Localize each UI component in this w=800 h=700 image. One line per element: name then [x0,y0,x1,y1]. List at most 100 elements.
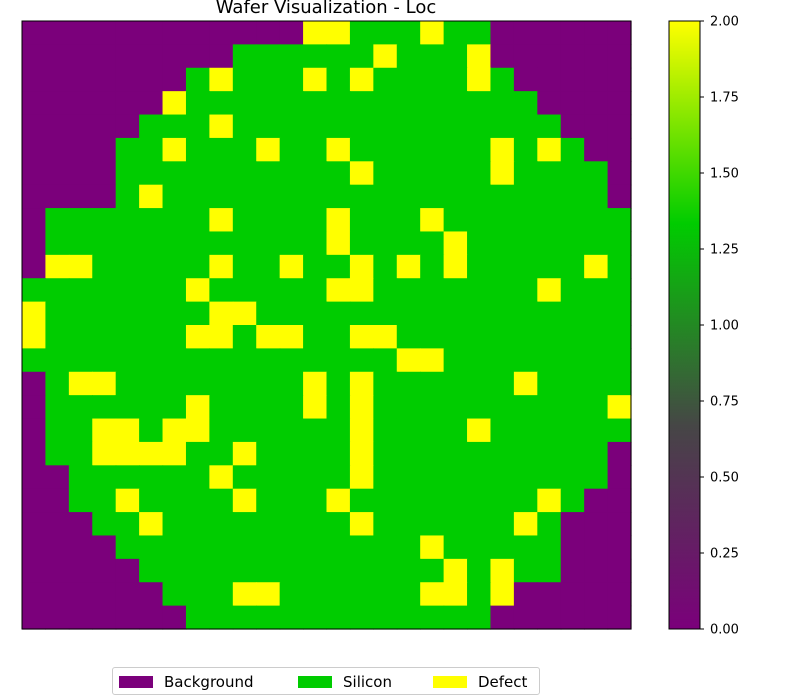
wafer-cell [185,67,210,92]
wafer-cell [607,488,632,513]
wafer-cell [513,418,538,443]
colorbar-tick-label: 1.25 [710,243,739,258]
wafer-cell [607,91,632,116]
wafer-cell [584,441,609,466]
wafer-cell [139,184,164,209]
wafer-cell [68,208,93,233]
wafer-cell [326,137,351,162]
wafer-cell [185,325,210,349]
wafer-cell [443,488,468,513]
wafer-cell [349,582,374,607]
wafer-cell [490,395,515,420]
wafer-cell [209,21,234,45]
wafer-cell [513,208,538,233]
wafer-cell [607,605,632,630]
wafer-cell [513,535,538,560]
wafer-cell [373,21,398,45]
wafer-cell [349,231,374,256]
wafer-cell [68,558,93,583]
wafer-cell [584,114,609,139]
wafer-cell [256,582,281,607]
wafer-cell [256,91,281,116]
wafer-cell [420,418,445,443]
wafer-cell [139,301,164,326]
wafer-cell [420,582,445,607]
wafer-cell [396,558,421,583]
wafer-cell [303,395,328,420]
wafer-cell [303,231,328,256]
wafer-cell [349,301,374,326]
wafer-cell [443,114,468,139]
wafer-cell [490,558,515,583]
wafer-cell [303,325,328,349]
wafer-cell [537,137,562,162]
wafer-cell [232,278,257,303]
wafer-cell [467,161,492,186]
wafer-cell [349,441,374,466]
wafer-cell [92,21,117,45]
wafer-cell [490,325,515,349]
wafer-cell [584,488,609,513]
wafer-cell [256,21,281,45]
wafer-cell [607,21,632,45]
wafer-cell [326,465,351,490]
wafer-cell [209,488,234,513]
wafer-cell [373,67,398,92]
wafer-cell [537,441,562,466]
wafer-cell [68,348,93,373]
wafer-cell [45,488,70,513]
wafer-cell [513,231,538,256]
wafer-cell [537,325,562,349]
wafer-cell [537,418,562,443]
wafer-cell [349,44,374,69]
wafer-cell [607,582,632,607]
legend-label-defect: Defect [478,673,528,691]
wafer-cell [162,371,187,396]
wafer-cell [467,605,492,630]
wafer-cell [45,208,70,233]
wafer-cell [22,161,47,186]
wafer-cell [185,465,210,490]
wafer-cell [420,535,445,560]
wafer-cell [326,605,351,630]
wafer-cell [139,208,164,233]
wafer-cell [373,535,398,560]
wafer-cell [303,114,328,139]
wafer-cell [537,208,562,233]
wafer-cell [162,208,187,233]
wafer-cell [162,325,187,349]
wafer-cell [45,21,70,45]
wafer-cell [209,208,234,233]
wafer-cell [115,488,140,513]
wafer-cell [467,67,492,92]
wafer-cell [279,114,304,139]
wafer-cell [256,558,281,583]
wafer-cell [115,231,140,256]
wafer-cell [373,418,398,443]
wafer-cell [256,301,281,326]
wafer-cell [139,114,164,139]
wafer-cell [326,278,351,303]
wafer-cell [490,44,515,69]
wafer-cell [232,44,257,69]
wafer-cell [162,137,187,162]
wafer-cell [443,278,468,303]
wafer-cell [326,418,351,443]
wafer-cell [513,301,538,326]
wafer-cell [279,605,304,630]
wafer-cell [420,371,445,396]
wafer-cell [420,605,445,630]
wafer-cell [303,161,328,186]
wafer-cell [68,371,93,396]
wafer-cell [584,137,609,162]
wafer-cell [396,488,421,513]
wafer-cell [420,67,445,92]
wafer-cell [162,21,187,45]
wafer-cell [279,301,304,326]
wafer-cell [584,254,609,279]
wafer-cell [513,44,538,69]
wafer-cell [22,512,47,537]
wafer-cell [349,558,374,583]
wafer-cell [607,184,632,209]
wafer-cell [560,231,585,256]
